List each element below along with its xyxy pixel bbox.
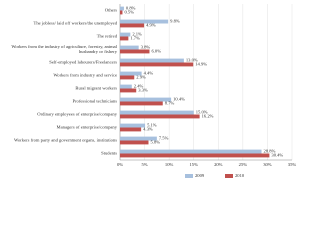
value-label: 4.4% — [144, 71, 154, 76]
bar — [120, 45, 139, 50]
value-label: 15.0% — [196, 110, 208, 115]
value-label: 4.9% — [146, 23, 156, 28]
x-tick-label: 30% — [263, 162, 272, 167]
x-tick-label: 35% — [288, 162, 297, 167]
y-tick-label: Students — [101, 151, 117, 156]
bar — [120, 88, 137, 93]
value-label: 13.0% — [186, 58, 198, 63]
bar — [120, 19, 169, 24]
value-label: 16.2% — [202, 114, 214, 119]
y-tick-label: Managers of enterprise/company — [57, 125, 118, 130]
bar — [120, 136, 157, 141]
bar — [120, 123, 146, 128]
chart: 0% 5% 10% 15% 20% 25% 30% 35% Others 0.8%0.5% The … — [11, 4, 297, 179]
legend-label: 2010 — [235, 173, 245, 178]
x-tick-label: 15% — [190, 162, 199, 167]
bar — [120, 101, 163, 106]
y-tick-label: Others — [105, 8, 117, 13]
legend-label: 2009 — [195, 173, 205, 178]
x-tick-label: 5% — [142, 162, 148, 167]
x-tick-label: 0% — [117, 162, 123, 167]
bar — [120, 36, 129, 41]
y-tick-label: Workers from the industry of agriculture… — [11, 44, 117, 54]
value-label: 2.9% — [136, 75, 146, 80]
bar — [120, 149, 262, 154]
y-tick-label: The jobless/ laid off workers/the unempl… — [34, 21, 118, 26]
bar — [120, 97, 172, 102]
bar — [120, 71, 142, 76]
bar — [120, 84, 132, 89]
value-label: 7.5% — [159, 136, 169, 141]
value-label: 4.3% — [143, 127, 153, 132]
value-label: 30.4% — [271, 153, 283, 158]
value-label: 8.7% — [165, 101, 175, 106]
y-tick-label: Rural migrant workers — [75, 86, 117, 91]
bar — [120, 114, 200, 119]
value-label: 28.8% — [264, 149, 276, 154]
bar — [120, 110, 194, 115]
bar — [120, 62, 194, 67]
value-label: 6.0% — [151, 49, 161, 54]
bar — [120, 58, 184, 63]
bar — [120, 6, 124, 11]
legend-swatch — [225, 174, 233, 178]
value-label: 14.9% — [195, 62, 207, 67]
legend-swatch — [185, 174, 193, 178]
value-label: 0.8% — [126, 6, 136, 11]
value-label: 10.4% — [173, 97, 185, 102]
y-tick-label: Workers from party and government organs… — [14, 138, 117, 144]
bar — [120, 23, 145, 28]
x-tick-label: 25% — [239, 162, 248, 167]
y-tick-label: Ordinary employees of enterprise/company — [37, 112, 117, 117]
bar — [120, 10, 123, 15]
value-label: 2.4% — [134, 84, 144, 89]
y-tick-label: Self-employed labourers/Freelancers — [49, 60, 117, 65]
value-label: 1.7% — [130, 36, 140, 41]
bar — [120, 127, 142, 132]
value-label: 2.1% — [132, 32, 142, 37]
bar — [120, 49, 150, 54]
bar — [120, 32, 131, 37]
y-tick-label: Professional technicians — [72, 99, 117, 104]
x-tick-label: 20% — [214, 162, 223, 167]
value-label: 0.5% — [124, 10, 134, 15]
bar — [120, 75, 135, 80]
value-label: 5.1% — [147, 123, 157, 128]
x-tick-label: 10% — [165, 162, 174, 167]
bar — [120, 153, 270, 158]
bar — [120, 140, 149, 145]
value-label: 3.8% — [141, 45, 151, 50]
value-label: 9.8% — [170, 19, 180, 24]
value-label: 3.3% — [138, 88, 148, 93]
y-tick-label: The retired — [97, 34, 118, 39]
value-label: 5.8% — [151, 140, 161, 145]
y-tick-label: Workers from industry and service — [53, 73, 117, 78]
